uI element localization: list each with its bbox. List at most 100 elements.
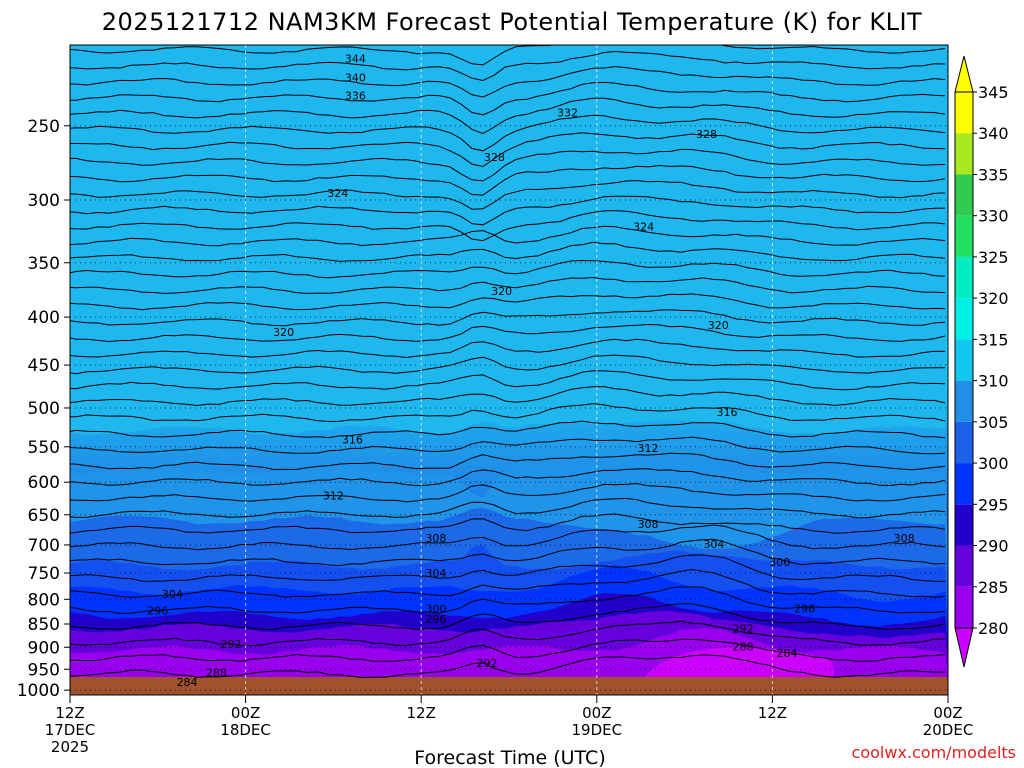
contour-line	[70, 497, 946, 519]
contour-line	[70, 568, 946, 598]
contour-label: 300	[769, 556, 790, 569]
x-tick-label: 12Z	[55, 704, 84, 722]
contour-lines	[70, 45, 946, 679]
contour-line	[70, 293, 946, 311]
contour-label: 288	[206, 667, 227, 680]
y-tick-label: 750	[28, 564, 60, 584]
colorbar-top-arrow	[954, 55, 974, 93]
contour-label: 316	[342, 433, 363, 446]
contour-label: 320	[708, 319, 729, 332]
contour-label: 332	[557, 107, 578, 120]
colorbar-label: 325	[978, 248, 1009, 267]
contour-line	[70, 225, 946, 247]
contour-label: 320	[273, 326, 294, 339]
y-tick-label: 950	[28, 660, 60, 680]
contour-line	[70, 638, 946, 662]
chart-title: 2025121712 NAM3KM Forecast Potential Tem…	[102, 8, 922, 36]
y-tick-label: 250	[28, 117, 60, 137]
contour-line	[70, 241, 946, 262]
colorbar-label: 335	[978, 165, 1009, 184]
colorbar-label: 315	[978, 330, 1009, 349]
colorbar-label: 280	[978, 619, 1009, 638]
contour-label: 312	[323, 490, 344, 503]
contour-label: 312	[638, 442, 659, 455]
y-tick-label: 350	[28, 254, 60, 274]
x-tick-label: 00Z	[933, 704, 962, 722]
contour-label: 308	[425, 532, 446, 545]
colorbar-bottom-arrow	[954, 627, 974, 668]
contour-line	[70, 654, 946, 679]
contour-label: 304	[162, 588, 183, 601]
colorbar-segment	[955, 545, 973, 587]
x-tick-label: 2025	[51, 738, 89, 756]
colorbar-segment	[955, 463, 973, 505]
contour-line	[70, 554, 946, 582]
y-tick-label: 550	[28, 438, 60, 458]
contour-label: 328	[696, 128, 717, 141]
contour-line	[70, 436, 946, 455]
contour-line	[70, 354, 946, 375]
x-tick-label: 17DEC	[45, 721, 96, 739]
contour-line	[70, 114, 946, 152]
colorbar-segment	[955, 504, 973, 546]
contour-line	[70, 586, 946, 615]
colorbar-label: 320	[978, 289, 1009, 308]
contour-label: 296	[425, 613, 446, 626]
colorbar-segment	[955, 174, 973, 216]
contour-line	[70, 538, 946, 567]
colorbar-segment	[955, 215, 973, 257]
contour-line	[70, 259, 946, 279]
y-tick-label: 300	[28, 191, 60, 211]
contour-label: 308	[638, 518, 659, 531]
colorbar-label: 340	[978, 124, 1009, 143]
contour-label: 336	[345, 89, 366, 102]
contour-fills	[70, 45, 948, 695]
colorbar-segment	[955, 421, 973, 464]
colorbar-segment	[955, 298, 973, 340]
colorbar: 280 285 290 295 300 305 310 315 320 325 330 335 340 3…	[954, 55, 1009, 668]
colorbar-frame	[954, 91, 974, 629]
contour-label: 328	[484, 151, 505, 164]
contour-labels: 344 340 336 332 328 328 324 324 320 320 320 316 316 3…	[147, 53, 914, 689]
contour-line	[70, 338, 946, 359]
contour-line	[70, 276, 946, 294]
contour-fill-band	[70, 45, 948, 435]
y-tick-label: 850	[28, 615, 60, 635]
x-tick-label: 12Z	[407, 704, 436, 722]
y-tick-label: 650	[28, 506, 60, 526]
contour-label: 300	[425, 602, 446, 615]
grid-lines	[70, 45, 948, 695]
contour-line	[70, 403, 946, 423]
contour-line	[70, 620, 946, 647]
contour-line	[70, 50, 946, 82]
x-tick-label: 12Z	[758, 704, 787, 722]
contour-line	[70, 323, 946, 343]
colorbar-segment	[955, 92, 973, 134]
y-tick-label: 400	[28, 308, 60, 328]
contour-line	[70, 603, 946, 631]
contour-line	[70, 195, 946, 226]
x-tick-label: 19DEC	[572, 721, 623, 739]
colorbar-label: 345	[978, 83, 1009, 102]
contour-line	[70, 132, 946, 168]
colorbar-label: 295	[978, 495, 1009, 514]
contour-line	[70, 164, 946, 196]
contour-line	[70, 309, 946, 327]
contour-line	[70, 420, 946, 439]
colorbar-segment	[955, 586, 973, 628]
contour-line	[70, 97, 946, 135]
contour-label: 284	[777, 647, 798, 660]
contour-line	[70, 468, 946, 487]
contour-label: 304	[703, 538, 724, 551]
plot-area: 344 340 336 332 328 328 324 324 320 320 320 316 316 3…	[70, 45, 948, 695]
colorbar-segment	[955, 256, 973, 299]
credit-text: coolwx.com/modelts	[852, 743, 1016, 762]
plot-frame	[69, 44, 949, 696]
contour-line	[70, 81, 946, 116]
contour-label: 324	[633, 220, 654, 233]
y-tick-label: 1000	[17, 681, 60, 701]
contour-label: 296	[794, 602, 815, 615]
contour-line	[70, 452, 946, 471]
contour-label: 292	[733, 623, 754, 636]
